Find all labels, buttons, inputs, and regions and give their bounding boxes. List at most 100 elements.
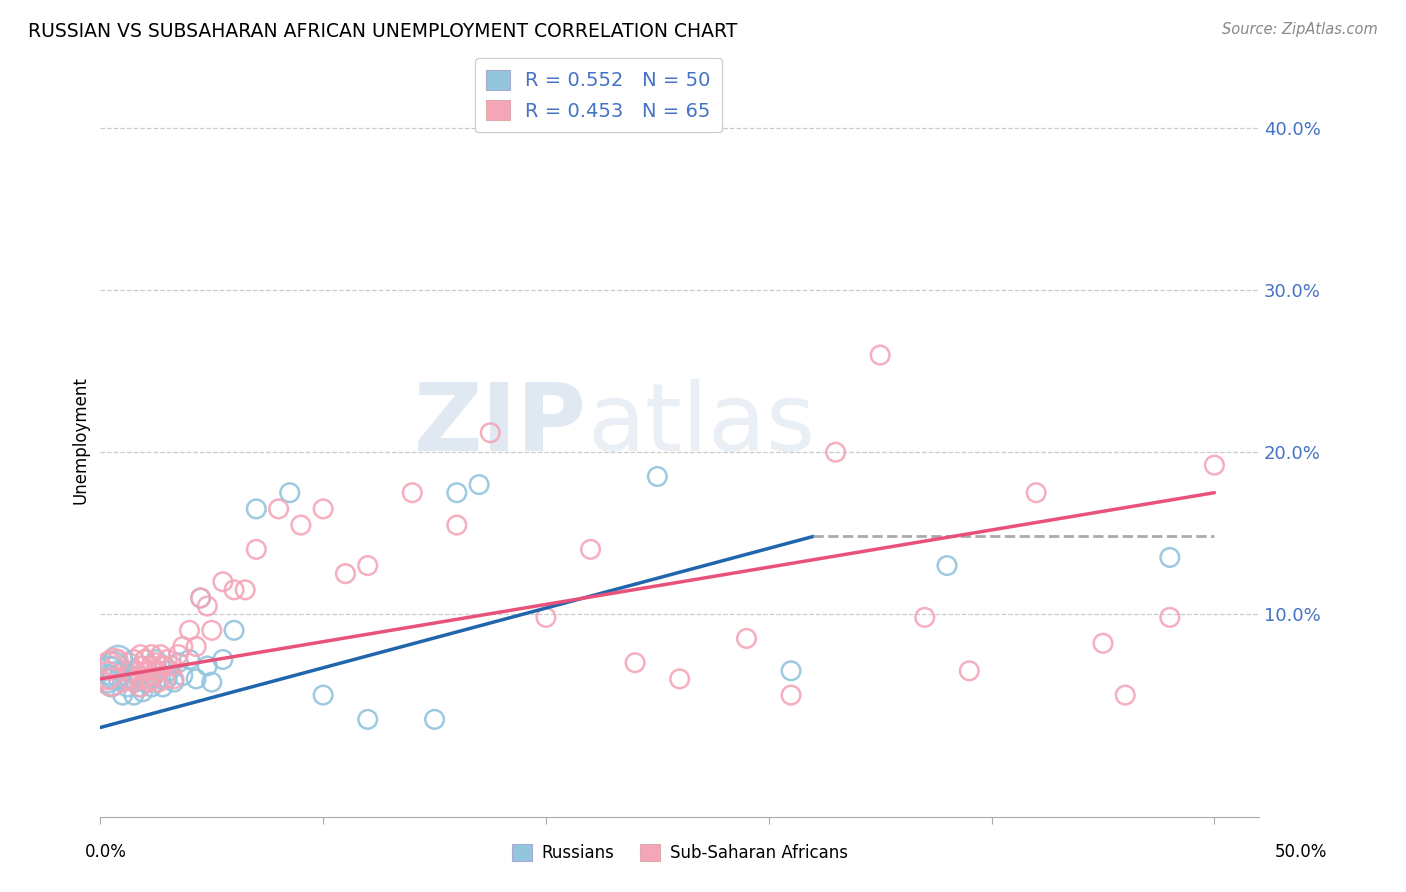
- Point: [107, 652, 129, 666]
- Point: [122, 652, 145, 666]
- Text: 0.0%: 0.0%: [84, 843, 127, 861]
- Point: [141, 648, 163, 662]
- Point: [312, 502, 335, 516]
- Point: [195, 659, 218, 673]
- Point: [479, 425, 502, 440]
- Point: [121, 664, 143, 678]
- Point: [222, 624, 245, 638]
- Point: [96, 672, 118, 686]
- Point: [668, 672, 690, 686]
- Point: [142, 668, 165, 682]
- Point: [125, 675, 148, 690]
- Point: [148, 675, 170, 690]
- Point: [127, 668, 149, 682]
- Point: [167, 648, 190, 662]
- Point: [141, 659, 163, 673]
- Point: [534, 610, 557, 624]
- Point: [201, 624, 224, 638]
- Point: [107, 652, 129, 666]
- Point: [145, 664, 167, 678]
- Point: [134, 672, 156, 686]
- Point: [212, 652, 235, 666]
- Point: [186, 640, 208, 654]
- Point: [1159, 550, 1181, 565]
- Point: [201, 675, 224, 690]
- Point: [172, 668, 194, 682]
- Point: [156, 672, 179, 686]
- Point: [780, 664, 803, 678]
- Point: [134, 672, 156, 686]
- Point: [118, 656, 141, 670]
- Point: [98, 672, 121, 686]
- Point: [446, 485, 468, 500]
- Point: [138, 675, 160, 690]
- Point: [127, 672, 149, 686]
- Point: [172, 640, 194, 654]
- Point: [357, 712, 380, 726]
- Text: RUSSIAN VS SUBSAHARAN AFRICAN UNEMPLOYMENT CORRELATION CHART: RUSSIAN VS SUBSAHARAN AFRICAN UNEMPLOYME…: [28, 22, 738, 41]
- Point: [156, 652, 179, 666]
- Point: [142, 668, 165, 682]
- Point: [1091, 636, 1114, 650]
- Point: [278, 485, 301, 500]
- Point: [446, 518, 468, 533]
- Point: [96, 668, 118, 682]
- Point: [824, 445, 846, 459]
- Point: [107, 672, 129, 686]
- Text: 50.0%: 50.0%: [1274, 843, 1327, 861]
- Text: ZIP: ZIP: [415, 379, 586, 471]
- Point: [100, 680, 122, 694]
- Point: [129, 680, 152, 694]
- Point: [222, 582, 245, 597]
- Point: [153, 672, 176, 686]
- Point: [122, 675, 145, 690]
- Point: [100, 675, 122, 690]
- Point: [190, 591, 212, 605]
- Point: [357, 558, 380, 573]
- Y-axis label: Unemployment: Unemployment: [72, 376, 89, 504]
- Point: [136, 664, 159, 678]
- Point: [869, 348, 891, 362]
- Point: [129, 680, 152, 694]
- Point: [152, 659, 174, 673]
- Point: [115, 672, 138, 686]
- Point: [129, 659, 152, 673]
- Point: [136, 675, 159, 690]
- Point: [212, 574, 235, 589]
- Point: [245, 502, 267, 516]
- Point: [735, 632, 758, 646]
- Point: [118, 672, 141, 686]
- Point: [233, 582, 256, 597]
- Point: [138, 672, 160, 686]
- Point: [122, 664, 145, 678]
- Point: [312, 688, 335, 702]
- Point: [647, 469, 669, 483]
- Point: [780, 688, 803, 702]
- Text: atlas: atlas: [586, 379, 815, 471]
- Point: [98, 659, 121, 673]
- Point: [1025, 485, 1047, 500]
- Point: [131, 685, 153, 699]
- Point: [103, 659, 125, 673]
- Point: [468, 477, 491, 491]
- Point: [423, 712, 446, 726]
- Point: [153, 659, 176, 673]
- Point: [195, 599, 218, 613]
- Point: [167, 656, 190, 670]
- Point: [179, 652, 201, 666]
- Point: [98, 664, 121, 678]
- Point: [1159, 610, 1181, 624]
- Point: [163, 675, 186, 690]
- Point: [149, 672, 172, 686]
- Point: [145, 675, 167, 690]
- Text: Source: ZipAtlas.com: Source: ZipAtlas.com: [1222, 22, 1378, 37]
- Point: [141, 659, 163, 673]
- Point: [957, 664, 980, 678]
- Legend: R = 0.552   N = 50, R = 0.453   N = 65: R = 0.552 N = 50, R = 0.453 N = 65: [475, 58, 723, 132]
- Point: [160, 659, 183, 673]
- Point: [245, 542, 267, 557]
- Point: [111, 675, 134, 690]
- Point: [115, 680, 138, 694]
- Point: [134, 652, 156, 666]
- Point: [290, 518, 312, 533]
